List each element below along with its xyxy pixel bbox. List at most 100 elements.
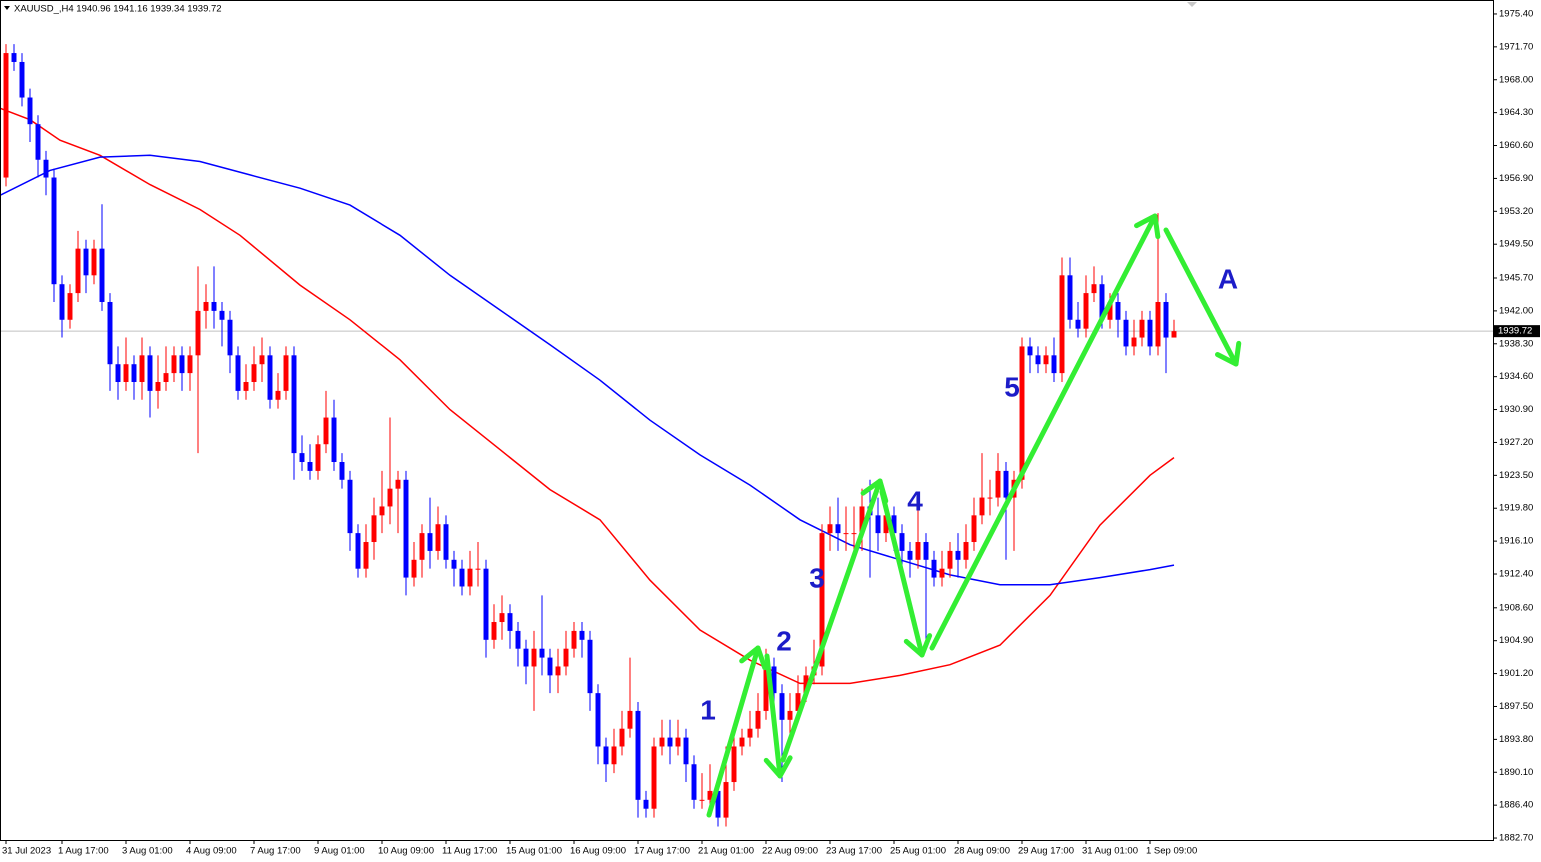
candle-body	[91, 248, 97, 276]
y-tick-label: 1927.20	[1499, 437, 1533, 448]
y-tick-label: 1890.10	[1499, 767, 1533, 778]
moving-average	[0, 154, 1175, 586]
candle-body	[827, 524, 833, 534]
candle-body	[451, 559, 457, 569]
candle-body	[699, 799, 705, 801]
wave-label: 1	[700, 694, 716, 725]
candle-body	[163, 373, 169, 382]
y-tick-label: 1934.60	[1499, 371, 1533, 382]
candle-body	[307, 462, 313, 471]
candle-body	[1067, 275, 1073, 320]
x-tick-label: 10 Aug 09:00	[378, 846, 434, 857]
candle-body	[739, 737, 745, 747]
y-tick-label: 1886.40	[1499, 800, 1533, 811]
candle-body	[771, 666, 777, 694]
candle-body	[539, 648, 545, 658]
arrow	[1163, 227, 1242, 367]
candle-body	[3, 53, 9, 178]
candle-body	[371, 515, 377, 543]
candle-body	[1099, 284, 1105, 320]
candle-body	[579, 630, 585, 640]
candle-body	[731, 746, 737, 783]
candle-body	[595, 693, 601, 747]
candle-body	[763, 666, 769, 711]
x-tick-label: 31 Jul 2023	[2, 846, 51, 857]
candle-body	[339, 462, 345, 480]
plot-frame	[0, 0, 1494, 841]
candle-body	[635, 710, 641, 800]
x-tick-label: 16 Aug 09:00	[570, 846, 626, 857]
candle-body	[187, 355, 193, 374]
candle-body	[1043, 355, 1049, 365]
candle-body	[523, 648, 529, 667]
candle-body	[195, 310, 201, 356]
y-tick-label: 1953.20	[1499, 206, 1533, 217]
wave-label: 2	[776, 625, 792, 656]
candle-body	[619, 728, 625, 747]
candle-body	[139, 355, 145, 382]
candle-body	[171, 355, 177, 374]
y-tick-label: 1893.80	[1499, 734, 1533, 745]
moving-average	[0, 107, 1175, 685]
candle-body	[11, 53, 17, 62]
candle-body	[1051, 355, 1057, 374]
arrow	[879, 489, 933, 658]
candle-body	[1027, 346, 1033, 356]
candle-body	[715, 790, 721, 818]
candle-body	[691, 764, 697, 800]
candle-body	[507, 613, 513, 631]
candle-body	[411, 559, 417, 578]
x-tick-label: 1 Sep 09:00	[1146, 846, 1197, 857]
y-tick-label: 1908.60	[1499, 602, 1533, 613]
candle-body	[323, 417, 329, 445]
candle-body	[723, 782, 729, 818]
candle-body	[283, 355, 289, 391]
candle-body	[747, 728, 753, 738]
candle-body	[147, 355, 153, 391]
x-tick-label: 25 Aug 01:00	[890, 846, 946, 857]
x-tick-label: 15 Aug 01:00	[506, 846, 562, 857]
candle-body	[1003, 470, 1009, 498]
candle-body	[1019, 346, 1025, 480]
y-tick-label: 1945.70	[1499, 273, 1533, 284]
candle-body	[483, 568, 489, 640]
x-tick-label: 9 Aug 01:00	[314, 846, 365, 857]
candle-body	[435, 524, 441, 551]
candle-body	[19, 61, 25, 98]
candle-body	[611, 746, 617, 765]
y-tick-label: 1971.70	[1499, 41, 1533, 52]
candle-body	[291, 355, 297, 454]
candle-body	[1091, 284, 1097, 294]
chart-title: XAUUSD_,H4 1940.96 1941.16 1939.34 1939.…	[14, 4, 222, 15]
candle-body	[907, 550, 913, 560]
candle-body	[179, 355, 185, 374]
candle-body	[115, 364, 121, 382]
candle-body	[1075, 319, 1081, 329]
arrow	[763, 653, 793, 779]
wave-label: A	[1218, 263, 1238, 294]
candle-body	[531, 648, 537, 667]
candle-body	[1139, 319, 1145, 338]
candle-body	[875, 515, 881, 534]
candle-body	[515, 630, 521, 649]
candle-body	[267, 355, 273, 400]
candle-body	[387, 488, 393, 507]
candle-body	[1147, 319, 1153, 347]
y-tick-label: 1923.50	[1499, 470, 1533, 481]
y-tick-label: 1916.10	[1499, 536, 1533, 547]
x-tick-label: 4 Aug 09:00	[186, 846, 237, 857]
candle-body	[1107, 301, 1113, 320]
candle-body	[707, 790, 713, 800]
arrow	[706, 645, 768, 818]
candle-body	[75, 248, 81, 294]
candle-body	[475, 568, 481, 570]
x-tick-label: 21 Aug 01:00	[698, 846, 754, 857]
candle-body	[675, 737, 681, 747]
wave-label: 5	[1004, 371, 1020, 402]
candle-body	[547, 657, 553, 676]
candle-body	[1171, 331, 1177, 338]
candle-body	[243, 381, 249, 391]
candle-body	[27, 97, 33, 125]
candle-body	[859, 506, 865, 534]
